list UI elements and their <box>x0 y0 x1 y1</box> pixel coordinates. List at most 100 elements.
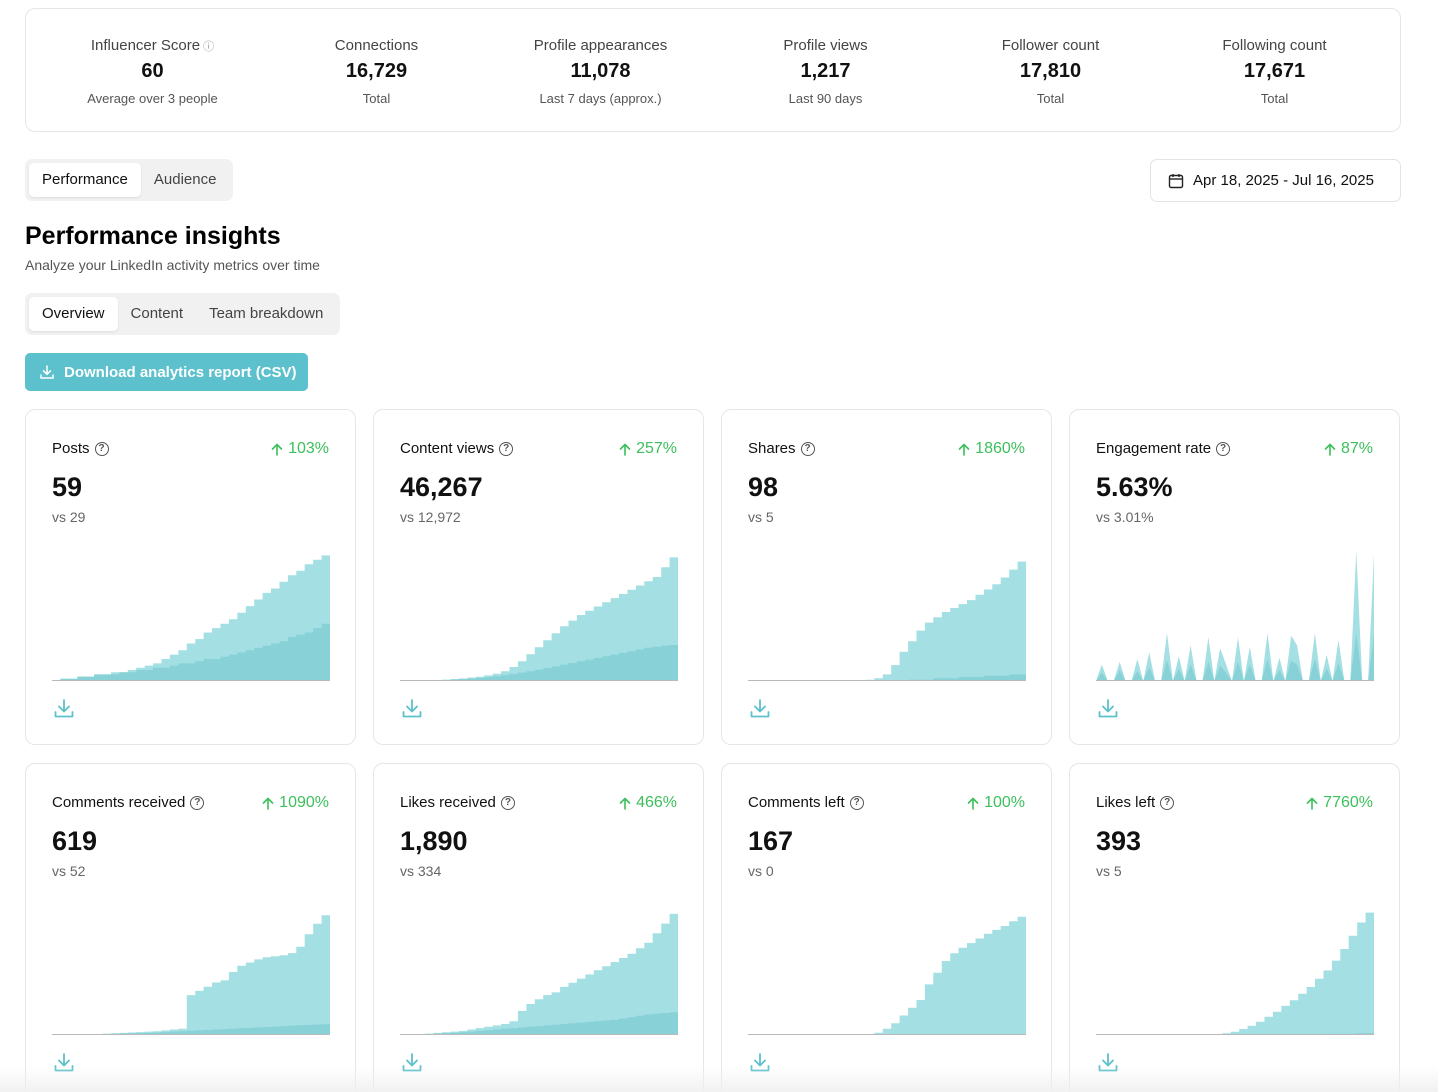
metric-chart <box>400 905 678 1035</box>
metric-card-comments-left: Comments left? 100% 167 vs 0 <box>721 763 1052 1092</box>
metric-value: 98 <box>748 472 779 502</box>
metric-label-row: Posts? <box>52 440 109 457</box>
area-series-current <box>748 905 1026 1035</box>
stat-value: 1,217 <box>800 60 851 82</box>
stats-summary-card: Influencer Score ⓘ 60 Average over 3 peop… <box>25 8 1401 132</box>
tab-content[interactable]: Content <box>130 305 184 322</box>
metric-change-value: 100% <box>984 794 1025 811</box>
help-icon[interactable]: ? <box>190 795 205 810</box>
tab-team-breakdown[interactable]: Team breakdown <box>209 305 324 322</box>
help-icon[interactable]: ? <box>1216 441 1231 456</box>
help-icon[interactable]: ? <box>499 441 514 456</box>
download-icon[interactable] <box>400 696 424 720</box>
metric-label-row: Likes left? <box>1096 794 1175 811</box>
download-icon[interactable] <box>748 696 772 720</box>
metric-value: 46,267 <box>400 472 483 502</box>
metric-value: 5.63% <box>1096 472 1173 502</box>
metric-chart <box>748 551 1026 681</box>
tab-overview[interactable]: Overview <box>29 297 118 331</box>
stat-sub: Total <box>1036 91 1065 106</box>
metric-change: 100% <box>967 794 1025 812</box>
sub-tabs: Overview Content Team breakdown <box>25 293 341 335</box>
area-series-current <box>748 551 1026 681</box>
stat-label: Following count <box>1222 37 1327 54</box>
metric-change-value: 257% <box>636 440 677 457</box>
stat-sub: Average over 3 people <box>87 91 218 106</box>
help-icon[interactable]: ? <box>800 441 815 456</box>
metric-chart <box>400 551 678 681</box>
metric-change: 87% <box>1324 440 1373 458</box>
metric-label: Likes received <box>400 794 496 811</box>
stat-label: Profile appearances <box>533 37 668 54</box>
area-series-previous <box>748 674 1026 681</box>
metric-label-row: Content views? <box>400 440 514 457</box>
arrow-up-icon <box>1306 797 1318 810</box>
stat-value: 11,078 <box>570 60 631 82</box>
metric-value: 1,890 <box>400 826 468 856</box>
stat-label: Connections <box>334 37 419 54</box>
metric-label: Content views <box>400 440 495 457</box>
metric-label: Comments left <box>748 794 845 811</box>
download-icon[interactable] <box>52 696 76 720</box>
metric-card-engagement-rate: Engagement rate? 87% 5.63% vs 3.01% <box>1069 409 1400 745</box>
metric-comparison: vs 12,972 <box>400 509 461 525</box>
help-icon[interactable]: ? <box>94 441 109 456</box>
metric-change-value: 1860% <box>975 440 1025 457</box>
metric-comparison: vs 3.01% <box>1096 509 1154 525</box>
arrow-up-icon <box>262 797 274 810</box>
help-icon[interactable]: ? <box>1160 795 1175 810</box>
bottom-fade <box>0 1066 1438 1092</box>
metric-card-shares: Shares? 1860% 98 vs 5 <box>721 409 1052 745</box>
arrow-up-icon <box>958 443 970 456</box>
metric-value: 619 <box>52 826 98 856</box>
metric-value: 167 <box>748 826 794 856</box>
area-series-previous <box>400 1012 678 1035</box>
metric-label-row: Comments left? <box>748 794 864 811</box>
arrow-up-icon <box>1324 443 1336 456</box>
stat-label: Influencer Score <box>90 37 201 54</box>
metric-comparison: vs 29 <box>52 509 86 525</box>
area-series-current <box>400 905 678 1035</box>
metric-chart <box>52 551 330 681</box>
area-series-current <box>400 551 678 681</box>
stat-label: Profile views <box>783 37 868 54</box>
metric-comparison: vs 52 <box>52 863 86 879</box>
tab-audience[interactable]: Audience <box>153 171 217 188</box>
metric-label: Likes left <box>1096 794 1156 811</box>
area-series-current <box>52 905 330 1035</box>
metric-change-value: 87% <box>1340 440 1373 457</box>
metric-label: Posts <box>52 440 90 457</box>
download-icon[interactable] <box>1096 696 1120 720</box>
metric-comparison: vs 334 <box>400 863 442 879</box>
metric-label-row: Shares? <box>748 440 815 457</box>
metric-chart <box>1096 905 1374 1035</box>
metric-label: Comments received <box>52 794 186 811</box>
stat-sub: Total <box>1260 91 1289 106</box>
date-range-picker[interactable]: Apr 18, 2025 - Jul 16, 2025 <box>1150 159 1401 202</box>
page-title: Performance insights <box>25 222 281 250</box>
main-tabs: Performance Audience <box>25 159 234 201</box>
metric-comparison: vs 5 <box>1096 863 1122 879</box>
tab-performance[interactable]: Performance <box>29 163 141 197</box>
stat-label: Follower count <box>1001 37 1100 54</box>
date-range-text: Apr 18, 2025 - Jul 16, 2025 <box>1193 172 1374 189</box>
metric-change-value: 1090% <box>279 794 329 811</box>
metric-comparison: vs 5 <box>748 509 774 525</box>
area-series-previous <box>1096 633 1374 681</box>
area-series-previous <box>52 617 330 681</box>
metric-change-value: 103% <box>288 440 329 457</box>
stat-sub: Total <box>362 91 391 106</box>
arrow-up-icon <box>619 797 631 810</box>
metric-label: Engagement rate <box>1096 440 1212 457</box>
metric-value: 393 <box>1096 826 1142 856</box>
area-series-previous <box>52 1024 330 1035</box>
info-icon[interactable]: ⓘ <box>203 41 215 53</box>
metric-change-value: 7760% <box>1323 794 1373 811</box>
metric-card-content-views: Content views? 257% 46,267 vs 12,972 <box>373 409 704 745</box>
stat-value: 17,671 <box>1243 60 1306 82</box>
help-icon[interactable]: ? <box>849 795 864 810</box>
download-report-button[interactable]: Download analytics report (CSV) <box>25 353 308 391</box>
help-icon[interactable]: ? <box>500 795 515 810</box>
arrow-up-icon <box>619 443 631 456</box>
metric-change: 466% <box>619 794 677 812</box>
